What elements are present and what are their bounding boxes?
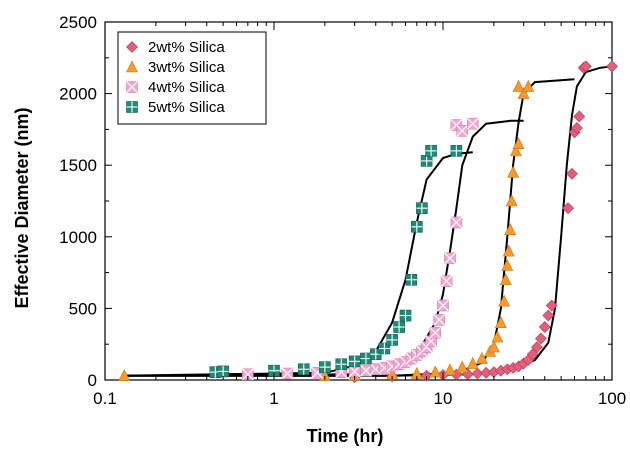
- data-point: [579, 60, 592, 73]
- data-point: [319, 361, 331, 373]
- data-point: [545, 299, 558, 312]
- data-point: [606, 60, 618, 73]
- data-point: [570, 122, 583, 134]
- data-point: [335, 358, 348, 371]
- legend-entry: 4wt% Silica: [126, 79, 225, 96]
- data-point: [217, 365, 229, 378]
- data-point: [538, 321, 551, 333]
- y-tick-label: 2000: [59, 85, 97, 104]
- data-point: [566, 167, 578, 180]
- data-point: [420, 369, 433, 382]
- series-4-points: [209, 145, 463, 378]
- data-point: [509, 144, 522, 157]
- data-point: [444, 363, 456, 376]
- data-point: [522, 79, 535, 92]
- data-point: [429, 326, 442, 339]
- legend-label: 3wt% Silica: [148, 59, 225, 76]
- legend-marker: [126, 81, 138, 93]
- data-point: [456, 124, 469, 137]
- data-point: [471, 367, 484, 380]
- data-point: [420, 155, 433, 167]
- x-tick-label: 1: [269, 389, 278, 408]
- data-point: [466, 117, 479, 130]
- data-point: [487, 340, 500, 353]
- data-point: [505, 194, 518, 207]
- x-tick-label: 100: [598, 389, 626, 408]
- legend: 2wt% Silica 3wt% Silica 4wt% Silica 5wt% Si…: [117, 31, 267, 125]
- data-point: [494, 316, 507, 329]
- data-point: [440, 275, 453, 288]
- y-tick-label: 0: [88, 371, 97, 390]
- data-point: [405, 273, 418, 286]
- data-point: [348, 355, 361, 368]
- data-point: [348, 365, 361, 378]
- data-point: [281, 367, 294, 380]
- legend-label: 4wt% Silica: [148, 79, 225, 96]
- data-point: [386, 334, 398, 346]
- y-tick-label: 1500: [59, 156, 97, 175]
- data-point: [501, 258, 514, 271]
- data-point: [499, 273, 512, 286]
- data-point: [502, 244, 515, 257]
- data-point: [399, 309, 412, 322]
- x-tick-label: 10: [434, 389, 453, 408]
- legend-marker: [126, 101, 138, 113]
- data-point: [360, 352, 372, 365]
- x-axis-label: Time (hr): [307, 426, 384, 446]
- data-point: [517, 86, 530, 99]
- data-point: [378, 342, 391, 355]
- legend-entry: 2wt% Silica: [126, 39, 225, 56]
- data-point: [450, 145, 463, 157]
- y-tick-label: 2500: [59, 13, 97, 32]
- data-point: [456, 360, 469, 373]
- x-tick-label: 0.1: [93, 389, 117, 408]
- data-point: [437, 299, 449, 312]
- axes: 0 500 1000 1500 2000 2500 0.1 1 10 100: [59, 13, 626, 408]
- data-point: [393, 321, 405, 333]
- data-point: [118, 369, 131, 382]
- legend-marker: [126, 41, 138, 53]
- data-point: [425, 145, 437, 157]
- legend-box: [117, 31, 267, 125]
- data-point: [444, 252, 456, 265]
- data-points: [118, 60, 618, 384]
- legend-entry: 5wt% Silica: [126, 99, 225, 116]
- legend-label: 2wt% Silica: [148, 39, 225, 56]
- data-point: [531, 341, 543, 353]
- data-point: [562, 202, 575, 215]
- data-point: [297, 363, 310, 376]
- data-point: [466, 356, 479, 369]
- data-point: [573, 110, 586, 123]
- data-point: [360, 364, 372, 377]
- y-axis-label: Effective Diameter (nm): [12, 107, 32, 308]
- data-point: [498, 294, 511, 307]
- legend-label: 5wt% Silica: [148, 99, 225, 116]
- data-point: [512, 79, 525, 92]
- data-point: [507, 165, 520, 178]
- data-point: [542, 309, 555, 322]
- data-point: [535, 332, 547, 345]
- data-point: [475, 351, 488, 364]
- data-point: [450, 216, 463, 229]
- legend-entry: 3wt% Silica: [126, 59, 225, 76]
- y-tick-label: 1000: [59, 228, 97, 247]
- data-point: [411, 220, 423, 233]
- y-tick-label: 500: [69, 299, 97, 318]
- data-point: [512, 137, 525, 150]
- data-point: [416, 202, 428, 214]
- data-point: [504, 222, 517, 235]
- data-point: [433, 313, 446, 326]
- legend-marker: [126, 60, 138, 73]
- data-point: [491, 330, 504, 343]
- series-3-points: [241, 117, 479, 381]
